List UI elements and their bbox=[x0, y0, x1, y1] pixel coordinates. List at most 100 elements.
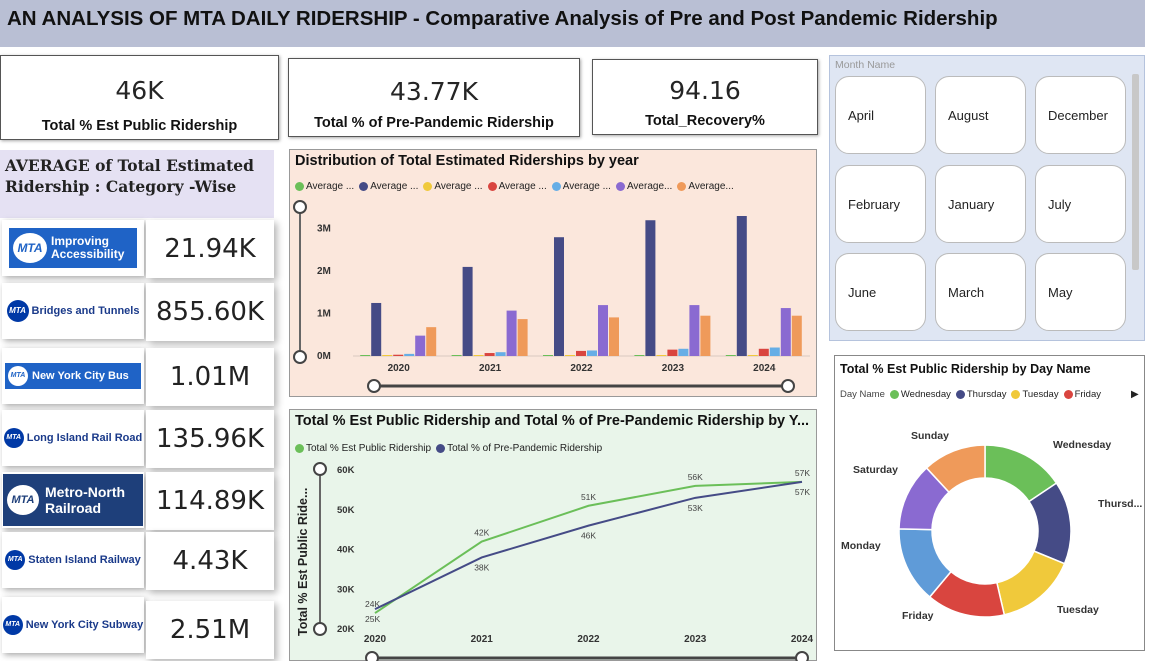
legend-item[interactable]: Average... bbox=[677, 181, 734, 192]
legend-item[interactable]: Average ... bbox=[359, 181, 418, 192]
logo-new-york-city-subway: MTA New York City Subway bbox=[2, 597, 144, 653]
legend-item[interactable]: Friday bbox=[1063, 389, 1101, 400]
month-button-march[interactable]: March bbox=[935, 253, 1026, 331]
y-range-slider-handle bbox=[293, 200, 307, 214]
slicer-title: Month Name bbox=[835, 59, 896, 71]
line-chart-panel[interactable]: Total % Est Public Ridership and Total %… bbox=[289, 409, 817, 661]
legend-next-arrow-icon[interactable]: ▶ bbox=[1131, 389, 1139, 400]
data-label: 57K bbox=[795, 487, 810, 497]
bar bbox=[645, 220, 656, 356]
x-tick-label: 2024 bbox=[791, 634, 814, 645]
donut-chart-title: Total % Est Public Ridership by Day Name bbox=[840, 362, 1091, 376]
kpi-label: Total % Est Public Ridership bbox=[41, 118, 238, 134]
donut-label-thursday: Thursd... bbox=[1098, 498, 1143, 510]
bar bbox=[656, 355, 667, 356]
category-panel-title: AVERAGE of Total Estimated Ridership : C… bbox=[5, 156, 254, 196]
month-button-december[interactable]: December bbox=[1035, 76, 1126, 154]
line-chart-legend: Total % Est Public Ridership Total % of … bbox=[295, 443, 602, 454]
logo-metro-north-railroad: MTA Metro-North Railroad bbox=[2, 472, 144, 528]
series-line bbox=[374, 480, 803, 611]
kpi-card-recovery[interactable]: 94.16 Total_Recovery% bbox=[592, 59, 818, 135]
line-chart-title: Total % Est Public Ridership and Total %… bbox=[295, 413, 810, 429]
category-panel-header: AVERAGE of Total Estimated Ridership : C… bbox=[0, 150, 274, 218]
kpi-value: 43.77K bbox=[390, 77, 478, 106]
data-label: 42K bbox=[474, 528, 489, 538]
month-button-may[interactable]: May bbox=[1035, 253, 1126, 331]
logo-staten-island-railway: MTA Staten Island Railway bbox=[2, 532, 144, 588]
y-tick-label: 2M bbox=[317, 266, 331, 277]
legend-item[interactable]: Average ... bbox=[551, 181, 611, 192]
x-range-slider-handle bbox=[365, 651, 379, 661]
legend-item[interactable]: Total % Est Public Ridership bbox=[295, 443, 431, 454]
category-value-improving-accessibility: 21.94K bbox=[146, 220, 274, 278]
donut-chart-legend: Day Name Wednesday Thursday Tuesday Frid… bbox=[840, 389, 1101, 400]
kpi-card-est-public-ridership[interactable]: 46K Total % Est Public Ridership bbox=[0, 55, 279, 140]
donut-label-tuesday: Tuesday bbox=[1057, 604, 1099, 616]
bar bbox=[404, 353, 415, 356]
category-value-metro-north-railroad: 114.89K bbox=[146, 472, 274, 530]
slicer-scrollbar[interactable] bbox=[1132, 74, 1139, 270]
bar bbox=[769, 347, 780, 356]
legend-item[interactable]: Total % of Pre-Pandemic Ridership bbox=[436, 443, 602, 454]
month-button-june[interactable]: June bbox=[835, 253, 926, 331]
month-button-april[interactable]: April bbox=[835, 76, 926, 154]
data-label: 38K bbox=[474, 562, 489, 572]
month-button-august[interactable]: August bbox=[935, 76, 1026, 154]
month-button-july[interactable]: July bbox=[1035, 165, 1126, 243]
donut-chart-plot bbox=[898, 444, 1072, 618]
x-tick-label: 2022 bbox=[577, 634, 600, 645]
category-value-new-york-city-subway: 2.51M bbox=[146, 601, 274, 659]
legend-item[interactable]: Average... bbox=[615, 181, 672, 192]
x-tick-label: 2023 bbox=[662, 363, 685, 374]
donut-label-wednesday: Wednesday bbox=[1053, 439, 1112, 451]
x-range-slider-handle bbox=[781, 379, 795, 393]
legend-item[interactable]: Average ... bbox=[487, 181, 547, 192]
bar-chart-panel[interactable]: Distribution of Total Estimated Ridershi… bbox=[289, 149, 817, 397]
bar-chart-plot: 0M 1M 2M 3M 2020 2021 2022 2023 2024 bbox=[293, 200, 810, 393]
logo-new-york-city-bus: MTA New York City Bus bbox=[2, 348, 144, 404]
data-label: 25K bbox=[365, 614, 380, 624]
bar bbox=[382, 355, 393, 356]
kpi-card-pre-pandemic-ridership[interactable]: 43.77K Total % of Pre-Pandemic Ridership bbox=[288, 58, 580, 137]
x-tick-label: 2020 bbox=[364, 634, 387, 645]
y-tick-label: 50K bbox=[337, 505, 355, 516]
month-button-january[interactable]: January bbox=[935, 165, 1026, 243]
bar bbox=[554, 237, 564, 356]
legend-item[interactable]: Average ... bbox=[295, 181, 354, 192]
logo-long-island-rail-road: MTA Long Island Rail Road bbox=[2, 410, 144, 466]
bar bbox=[495, 352, 506, 356]
bar bbox=[426, 327, 437, 356]
bar bbox=[371, 302, 382, 356]
category-value-bridges-and-tunnels: 855.60K bbox=[146, 283, 274, 341]
month-button-february[interactable]: February bbox=[835, 165, 926, 243]
bar bbox=[700, 315, 711, 356]
data-label: 56K bbox=[688, 472, 703, 482]
donut-label-sunday: Sunday bbox=[911, 430, 949, 442]
y-tick-label: 1M bbox=[317, 309, 331, 320]
kpi-label: Total % of Pre-Pandemic Ridership bbox=[314, 115, 554, 131]
legend-item[interactable]: Average ... bbox=[423, 181, 483, 192]
title-bar: AN ANALYSIS OF MTA DAILY RIDERSHIP - Com… bbox=[0, 0, 1145, 47]
bar bbox=[667, 349, 678, 356]
y-range-slider-handle bbox=[313, 622, 327, 636]
kpi-value: 46K bbox=[115, 76, 164, 105]
donut-label-saturday: Saturday bbox=[853, 464, 898, 476]
y-range-slider-handle bbox=[293, 350, 307, 364]
y-tick-label: 30K bbox=[337, 584, 355, 595]
x-tick-label: 2024 bbox=[753, 363, 776, 374]
bar bbox=[484, 353, 495, 356]
legend-item[interactable]: Tuesday bbox=[1011, 389, 1059, 400]
y-tick-label: 3M bbox=[317, 224, 331, 235]
legend-item[interactable]: Wednesday bbox=[889, 389, 951, 400]
line-chart-plot: 20K 30K 40K 50K 60K 2020 2021 2022 2023 2024 Total… bbox=[296, 462, 814, 661]
bar bbox=[473, 355, 484, 356]
legend-item[interactable]: Thursday bbox=[955, 389, 1006, 400]
bar bbox=[587, 350, 597, 356]
bar bbox=[415, 335, 426, 356]
donut-chart-panel[interactable]: Total % Est Public Ridership by Day Name… bbox=[834, 355, 1145, 651]
bar bbox=[517, 319, 528, 356]
bar bbox=[393, 354, 404, 356]
bar bbox=[689, 305, 700, 356]
bar bbox=[634, 355, 645, 356]
kpi-value: 94.16 bbox=[669, 76, 741, 105]
